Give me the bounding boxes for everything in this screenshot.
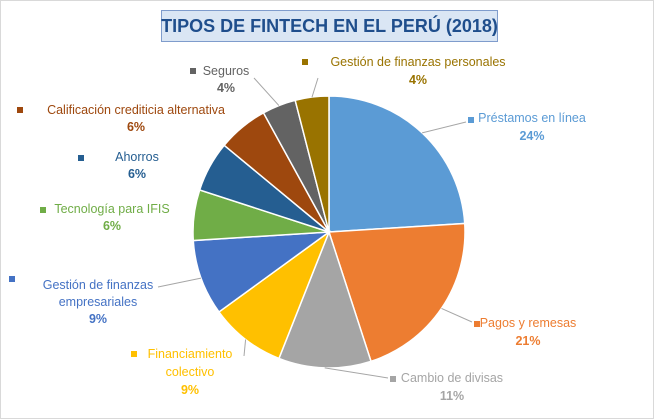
slice-label: Gestión de finanzas — [43, 278, 154, 292]
slice-value-label: 21% — [515, 334, 540, 348]
slice-value-label: 9% — [89, 312, 107, 326]
slice-label: Ahorros — [115, 150, 159, 164]
slice-label: Cambio de divisas — [401, 371, 503, 385]
slice-value-label: 6% — [127, 120, 145, 134]
leader-line — [311, 77, 319, 98]
slice-value-label: 4% — [409, 73, 427, 87]
label-marker — [17, 107, 23, 113]
label-marker — [302, 59, 308, 65]
slice-value-label: 9% — [181, 383, 199, 397]
slice-value-label: 11% — [440, 389, 464, 403]
slice-label: Calificación crediticia alternativa — [47, 103, 225, 117]
label-marker — [40, 207, 46, 213]
slice-value-label: 6% — [103, 219, 121, 233]
slice-value-label: 4% — [217, 81, 235, 95]
slice-value-label: 6% — [128, 167, 146, 181]
label-marker — [390, 376, 396, 382]
slice-label: empresariales — [59, 295, 138, 309]
label-marker — [190, 68, 196, 74]
leader-line — [253, 77, 280, 106]
slice-label: colectivo — [166, 365, 215, 379]
chart-title-box: TIPOS DE FINTECH EN EL PERÚ (2018) — [161, 10, 498, 42]
pie-slice — [328, 95, 466, 233]
slice-value-label: 24% — [519, 129, 544, 143]
slice-label: Financiamiento — [148, 347, 233, 361]
leader-line — [157, 277, 202, 288]
slice-label: Préstamos en línea — [478, 111, 586, 125]
slice-label: Tecnología para IFIS — [54, 202, 169, 216]
slice-label: Pagos y remesas — [480, 316, 577, 330]
label-marker — [468, 117, 474, 123]
slice-label: Seguros — [203, 64, 250, 78]
pie-slice — [327, 222, 466, 363]
leader-line — [441, 307, 473, 323]
leader-line — [324, 367, 389, 379]
chart-title: TIPOS DE FINTECH EN EL PERÚ (2018) — [161, 15, 498, 36]
leader-line — [243, 339, 247, 357]
label-marker — [131, 351, 137, 357]
slice-label: Gestión de finanzas personales — [330, 55, 505, 69]
label-marker — [9, 276, 15, 282]
leader-line — [421, 121, 467, 134]
label-marker — [474, 321, 480, 327]
label-marker — [78, 155, 84, 161]
